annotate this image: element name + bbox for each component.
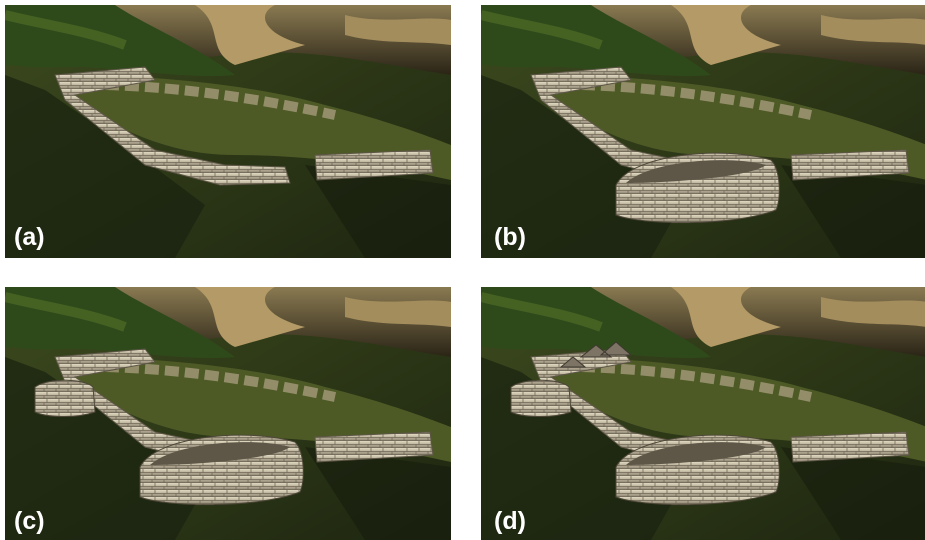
panel-a (5, 5, 451, 258)
panel-label: (d) (494, 507, 526, 535)
panel-label: (c) (14, 507, 45, 535)
panel-c (5, 287, 451, 540)
panel-label: (a) (14, 223, 45, 251)
figure: (a) (b) (c) (d) (0, 0, 925, 540)
panel-b (481, 5, 925, 258)
panel-label: (b) (494, 223, 526, 251)
panel-d (481, 287, 925, 540)
page: (a) (b) (c) (d) (() => { const data = JS… (0, 0, 925, 540)
